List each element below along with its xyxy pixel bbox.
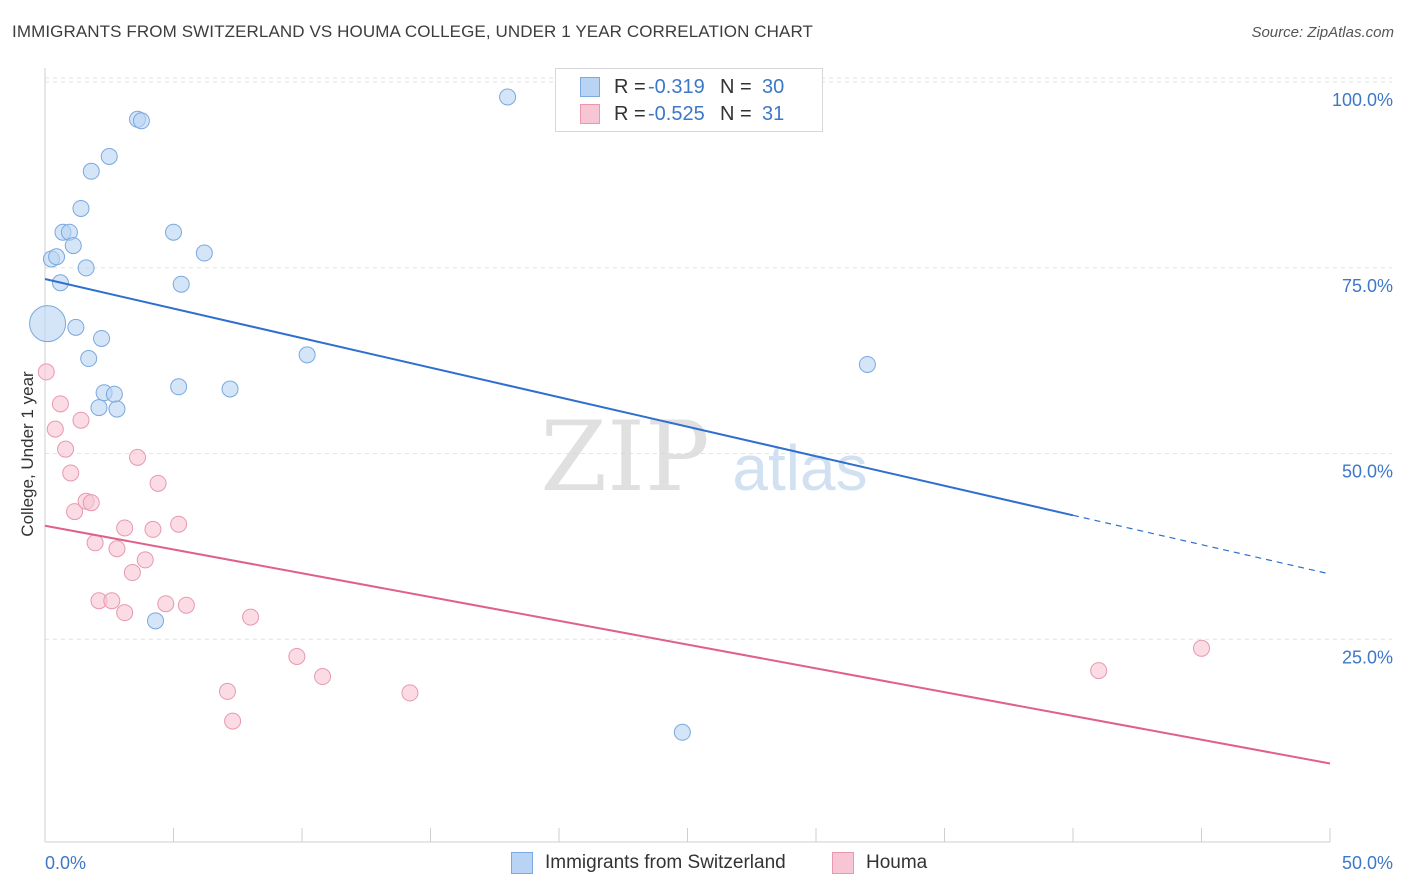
legend-r-label: R =	[614, 102, 646, 125]
switzerland-point	[67, 318, 85, 336]
series-label-houma: Houma	[866, 852, 928, 873]
legend-n-label: N =	[720, 75, 752, 98]
houma-point	[177, 596, 195, 614]
switzerland-point	[858, 355, 876, 373]
houma-point	[72, 411, 90, 429]
switzerland-point	[48, 248, 66, 266]
houma-point	[242, 608, 260, 626]
houma-point	[108, 540, 126, 558]
houma-point	[51, 395, 69, 413]
switzerland-point	[172, 275, 190, 293]
legend-row-switzerland: R = -0.319 N = 30	[580, 75, 784, 99]
series-swatch-blue	[511, 852, 533, 874]
houma-point	[66, 503, 84, 521]
houma-point	[157, 595, 175, 613]
houma-point	[1090, 662, 1108, 680]
houma-point	[129, 448, 147, 466]
houma-point	[62, 464, 80, 482]
legend-row-houma: R = -0.525 N = 31	[580, 102, 784, 126]
houma-point	[288, 647, 306, 665]
switzerland-point	[170, 378, 188, 396]
houma-point	[144, 520, 162, 538]
houma-point	[218, 682, 236, 700]
houma-point	[224, 712, 242, 730]
series-legend-switzerland[interactable]: Immigrants from Switzerland	[511, 852, 786, 874]
houma-point	[123, 564, 141, 582]
houma-point	[149, 474, 167, 492]
switzerland-point	[147, 612, 165, 630]
y-tick-label: 100.0%	[1332, 90, 1393, 110]
legend-n-label: N =	[720, 102, 752, 125]
switzerland-point	[132, 112, 150, 130]
legend-n-value: 31	[762, 102, 785, 125]
houma-point	[1193, 639, 1210, 657]
watermark-zip: ZIP	[540, 401, 709, 513]
legend-swatch-pink	[580, 104, 600, 124]
switzerland-point	[105, 385, 123, 403]
source-label: Source: ZipAtlas.com	[1251, 24, 1394, 41]
series-swatch-pink	[832, 852, 854, 874]
houma-point	[116, 604, 134, 622]
switzerland-point	[80, 350, 98, 368]
legend-r-value: -0.525	[648, 102, 705, 125]
houma-trendline	[44, 524, 1331, 765]
switzerland-point	[195, 244, 213, 262]
switzerland-point	[90, 399, 108, 417]
switzerland-point	[93, 329, 111, 347]
legend-r-value: -0.319	[648, 75, 705, 98]
houma-point	[86, 534, 104, 552]
switzerland-point	[165, 223, 182, 241]
houma-point	[314, 668, 332, 686]
houma-point	[401, 684, 419, 702]
y-tick-label: 25.0%	[1342, 647, 1393, 667]
chart-title: IMMIGRANTS FROM SWITZERLAND VS HOUMA COL…	[12, 22, 814, 41]
switzerland-point	[72, 199, 90, 217]
switzerland-point	[82, 162, 100, 180]
houma-point	[116, 519, 134, 537]
series-legend-houma[interactable]: Houma	[832, 852, 927, 874]
series-legend: Immigrants from Switzerland Houma	[0, 852, 1406, 878]
houma-point	[57, 440, 75, 458]
watermark-atlas: atlas	[732, 432, 867, 504]
houma-point	[82, 494, 100, 512]
switzerland-point	[29, 305, 67, 343]
switzerland-point	[499, 88, 517, 106]
houma-point	[46, 420, 64, 438]
switzerland-point	[77, 259, 95, 277]
houma-point	[136, 551, 154, 569]
switzerland-point	[108, 400, 126, 418]
switzerland-point	[64, 237, 82, 255]
x-tick-label: 0.0%	[45, 853, 86, 873]
switzerland-point	[221, 380, 239, 398]
y-axis-label: College, Under 1 year	[18, 371, 37, 537]
houma-point	[37, 363, 55, 381]
x-tick-label: 50.0%	[1342, 853, 1393, 873]
switzerland-trendline	[44, 278, 1074, 517]
switzerland-point	[298, 346, 316, 364]
y-tick-label: 50.0%	[1342, 462, 1393, 482]
legend-r-label: R =	[614, 75, 646, 98]
series-label-switzerland: Immigrants from Switzerland	[545, 852, 786, 873]
switzerland-trendline-extension	[1072, 514, 1331, 575]
stats-legend: R = -0.319 N = 30 R = -0.525 N = 31	[555, 68, 823, 132]
legend-n-value: 30	[762, 75, 785, 98]
switzerland-point	[100, 147, 118, 165]
houma-point	[103, 592, 121, 610]
y-tick-label: 75.0%	[1342, 276, 1393, 296]
switzerland-point	[673, 723, 691, 741]
houma-point	[170, 515, 188, 533]
legend-swatch-blue	[580, 77, 600, 97]
